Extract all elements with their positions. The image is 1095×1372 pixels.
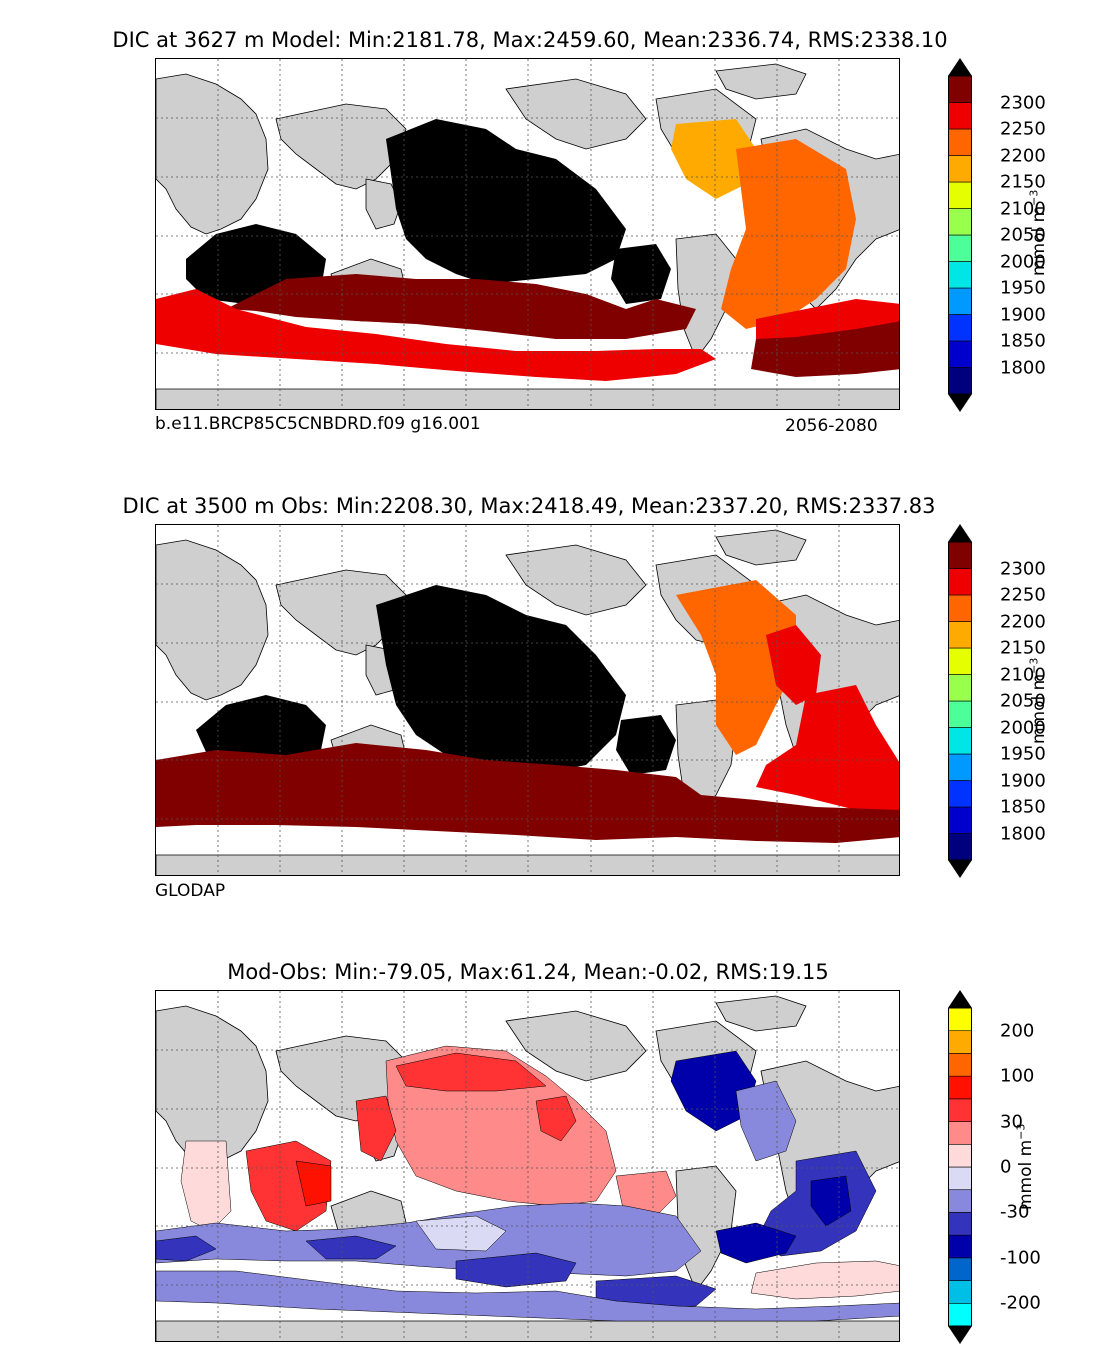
colorbar-tick-label: 1800: [1000, 823, 1046, 844]
panel2-colorbar-swatch: [948, 727, 972, 755]
panel2-colorbar-swatch: [948, 753, 972, 781]
colorbar-tick-label: 2250: [1000, 118, 1046, 140]
panel3-colorbar-extend-max: [948, 990, 972, 1008]
colorbar-tick-label: 2000: [1000, 717, 1046, 738]
panel2-colorbar-swatch: [948, 806, 972, 834]
panel1-colorbar-swatch: [948, 208, 972, 236]
colorbar-tick-label: 1800: [1000, 357, 1046, 378]
panel1-colorbar-swatch: [948, 102, 972, 130]
panel1-colorbar-swatch: [948, 181, 972, 209]
panel2-map: [155, 524, 900, 876]
panel2-colorbar: [948, 524, 972, 878]
colorbar-tick-label: 100: [1000, 1065, 1035, 1087]
panel3-colorbar-swatch: [948, 1257, 972, 1281]
panel1-caption-left: b.e11.BRCP85C5CNBDRD.f09 g16.001: [155, 414, 481, 434]
panel1-colorbar-extend-min: [948, 394, 972, 412]
panel2-colorbar-swatch: [948, 780, 972, 808]
colorbar-tick-label: 2050: [1000, 690, 1046, 712]
panel3-colorbar-swatch: [948, 1234, 972, 1259]
panel1-colorbar-swatch: [948, 314, 972, 342]
panel2-colorbar-swatch: [948, 674, 972, 702]
colorbar-tick-label: 1850: [1000, 796, 1046, 818]
panel3-title: Mod-Obs: Min:-79.05, Max:61.24, Mean:-0.…: [227, 960, 829, 984]
panel1-colorbar-swatch: [948, 367, 972, 395]
panel1-colorbar-swatch: [948, 234, 972, 262]
panel3-colorbar-swatch: [948, 1007, 972, 1032]
panel3-colorbar-swatch: [948, 1121, 972, 1145]
panel3-colorbar-frame: [948, 1007, 972, 1327]
colorbar-tick-label: 2100: [1000, 664, 1046, 685]
panel3-colorbar-swatch: [948, 1098, 972, 1122]
panel3-colorbar-swatch: [948, 1143, 972, 1168]
panel3-colorbar-swatch: [948, 1030, 972, 1054]
panel3-colorbar-swatch: [948, 1053, 972, 1077]
panel1-colorbar-swatch: [948, 287, 972, 315]
colorbar-tick-label: 2150: [1000, 637, 1046, 659]
colorbar-tick-label: 2200: [1000, 145, 1046, 166]
panel2-caption-left: GLODAP: [155, 881, 226, 901]
colorbar-tick-label: 2150: [1000, 171, 1046, 193]
panel2-colorbar-swatch: [948, 833, 972, 861]
colorbar-tick-label: 200: [1000, 1020, 1035, 1042]
colorbar-tick-label: 30: [1000, 1111, 1023, 1133]
colorbar-tick-label: -30: [1000, 1201, 1030, 1223]
colorbar-tick-label: 2300: [1000, 558, 1046, 579]
panel2-colorbar-swatch: [948, 541, 972, 569]
colorbar-tick-label: 0: [1000, 1156, 1012, 1178]
colorbar-tick-label: 2250: [1000, 584, 1046, 606]
panel3-colorbar: [948, 990, 972, 1344]
panel2-colorbar-swatch: [948, 647, 972, 675]
panel2-colorbar-swatch: [948, 594, 972, 622]
panel2-colorbar-swatch: [948, 621, 972, 649]
panel1-colorbar-swatch: [948, 75, 972, 103]
panel2-colorbar-swatch: [948, 568, 972, 596]
colorbar-tick-label: -100: [1000, 1247, 1041, 1269]
colorbar-tick-label: 1950: [1000, 743, 1046, 765]
panel3-colorbar-swatch: [948, 1189, 972, 1213]
panel1-colorbar-swatch: [948, 261, 972, 289]
panel3-colorbar-swatch: [948, 1212, 972, 1236]
colorbar-tick-label: 2300: [1000, 92, 1046, 113]
colorbar-tick-label: 2000: [1000, 251, 1046, 272]
colorbar-tick-label: 1900: [1000, 770, 1046, 791]
panel1-title: DIC at 3627 m Model: Min:2181.78, Max:24…: [112, 28, 948, 52]
panel2-colorbar-unit: mmol m−3: [1027, 657, 1050, 745]
panel1-colorbar-frame: [948, 75, 972, 395]
panel3-map: [155, 990, 900, 1342]
panel2-colorbar-swatch: [948, 700, 972, 728]
panel2-gridlines: [156, 525, 899, 875]
panel1-colorbar-swatch: [948, 340, 972, 368]
panel2-colorbar-extend-max: [948, 524, 972, 542]
panel1-colorbar-extend-max: [948, 58, 972, 76]
panel3-colorbar-swatch: [948, 1166, 972, 1191]
panel2-ocean-fill: [156, 580, 899, 843]
panel3-colorbar-swatch: [948, 1302, 972, 1327]
panel1-gridlines: [156, 59, 899, 409]
panel3-colorbar-swatch: [948, 1280, 972, 1304]
panel2-colorbar-frame: [948, 541, 972, 861]
colorbar-tick-label: 2100: [1000, 198, 1046, 219]
colorbar-tick-label: -200: [1000, 1292, 1041, 1314]
colorbar-tick-label: 2050: [1000, 224, 1046, 246]
panel1-colorbar-unit: mmol m−3: [1027, 189, 1050, 277]
colorbar-tick-label: 1900: [1000, 304, 1046, 325]
panel1-ocean-fill: [156, 119, 899, 381]
panel3-colorbar-swatch: [948, 1075, 972, 1100]
panel3-colorbar-unit: mmol m−3: [1014, 1123, 1037, 1211]
panel3-ocean-fill: [156, 1045, 899, 1322]
panel3-colorbar-extend-min: [948, 1326, 972, 1344]
colorbar-tick-label: 2200: [1000, 611, 1046, 632]
panel1-colorbar-swatch: [948, 155, 972, 183]
panel1-colorbar-swatch: [948, 128, 972, 156]
colorbar-tick-label: 1850: [1000, 330, 1046, 352]
panel1-map: [155, 58, 900, 410]
colorbar-tick-label: 1950: [1000, 277, 1046, 299]
panel1-colorbar: [948, 58, 972, 412]
panel2-title: DIC at 3500 m Obs: Min:2208.30, Max:2418…: [122, 494, 936, 518]
panel2-colorbar-extend-min: [948, 860, 972, 878]
panel1-caption-right: 2056-2080: [785, 416, 878, 436]
panel3-gridlines: [156, 991, 899, 1341]
